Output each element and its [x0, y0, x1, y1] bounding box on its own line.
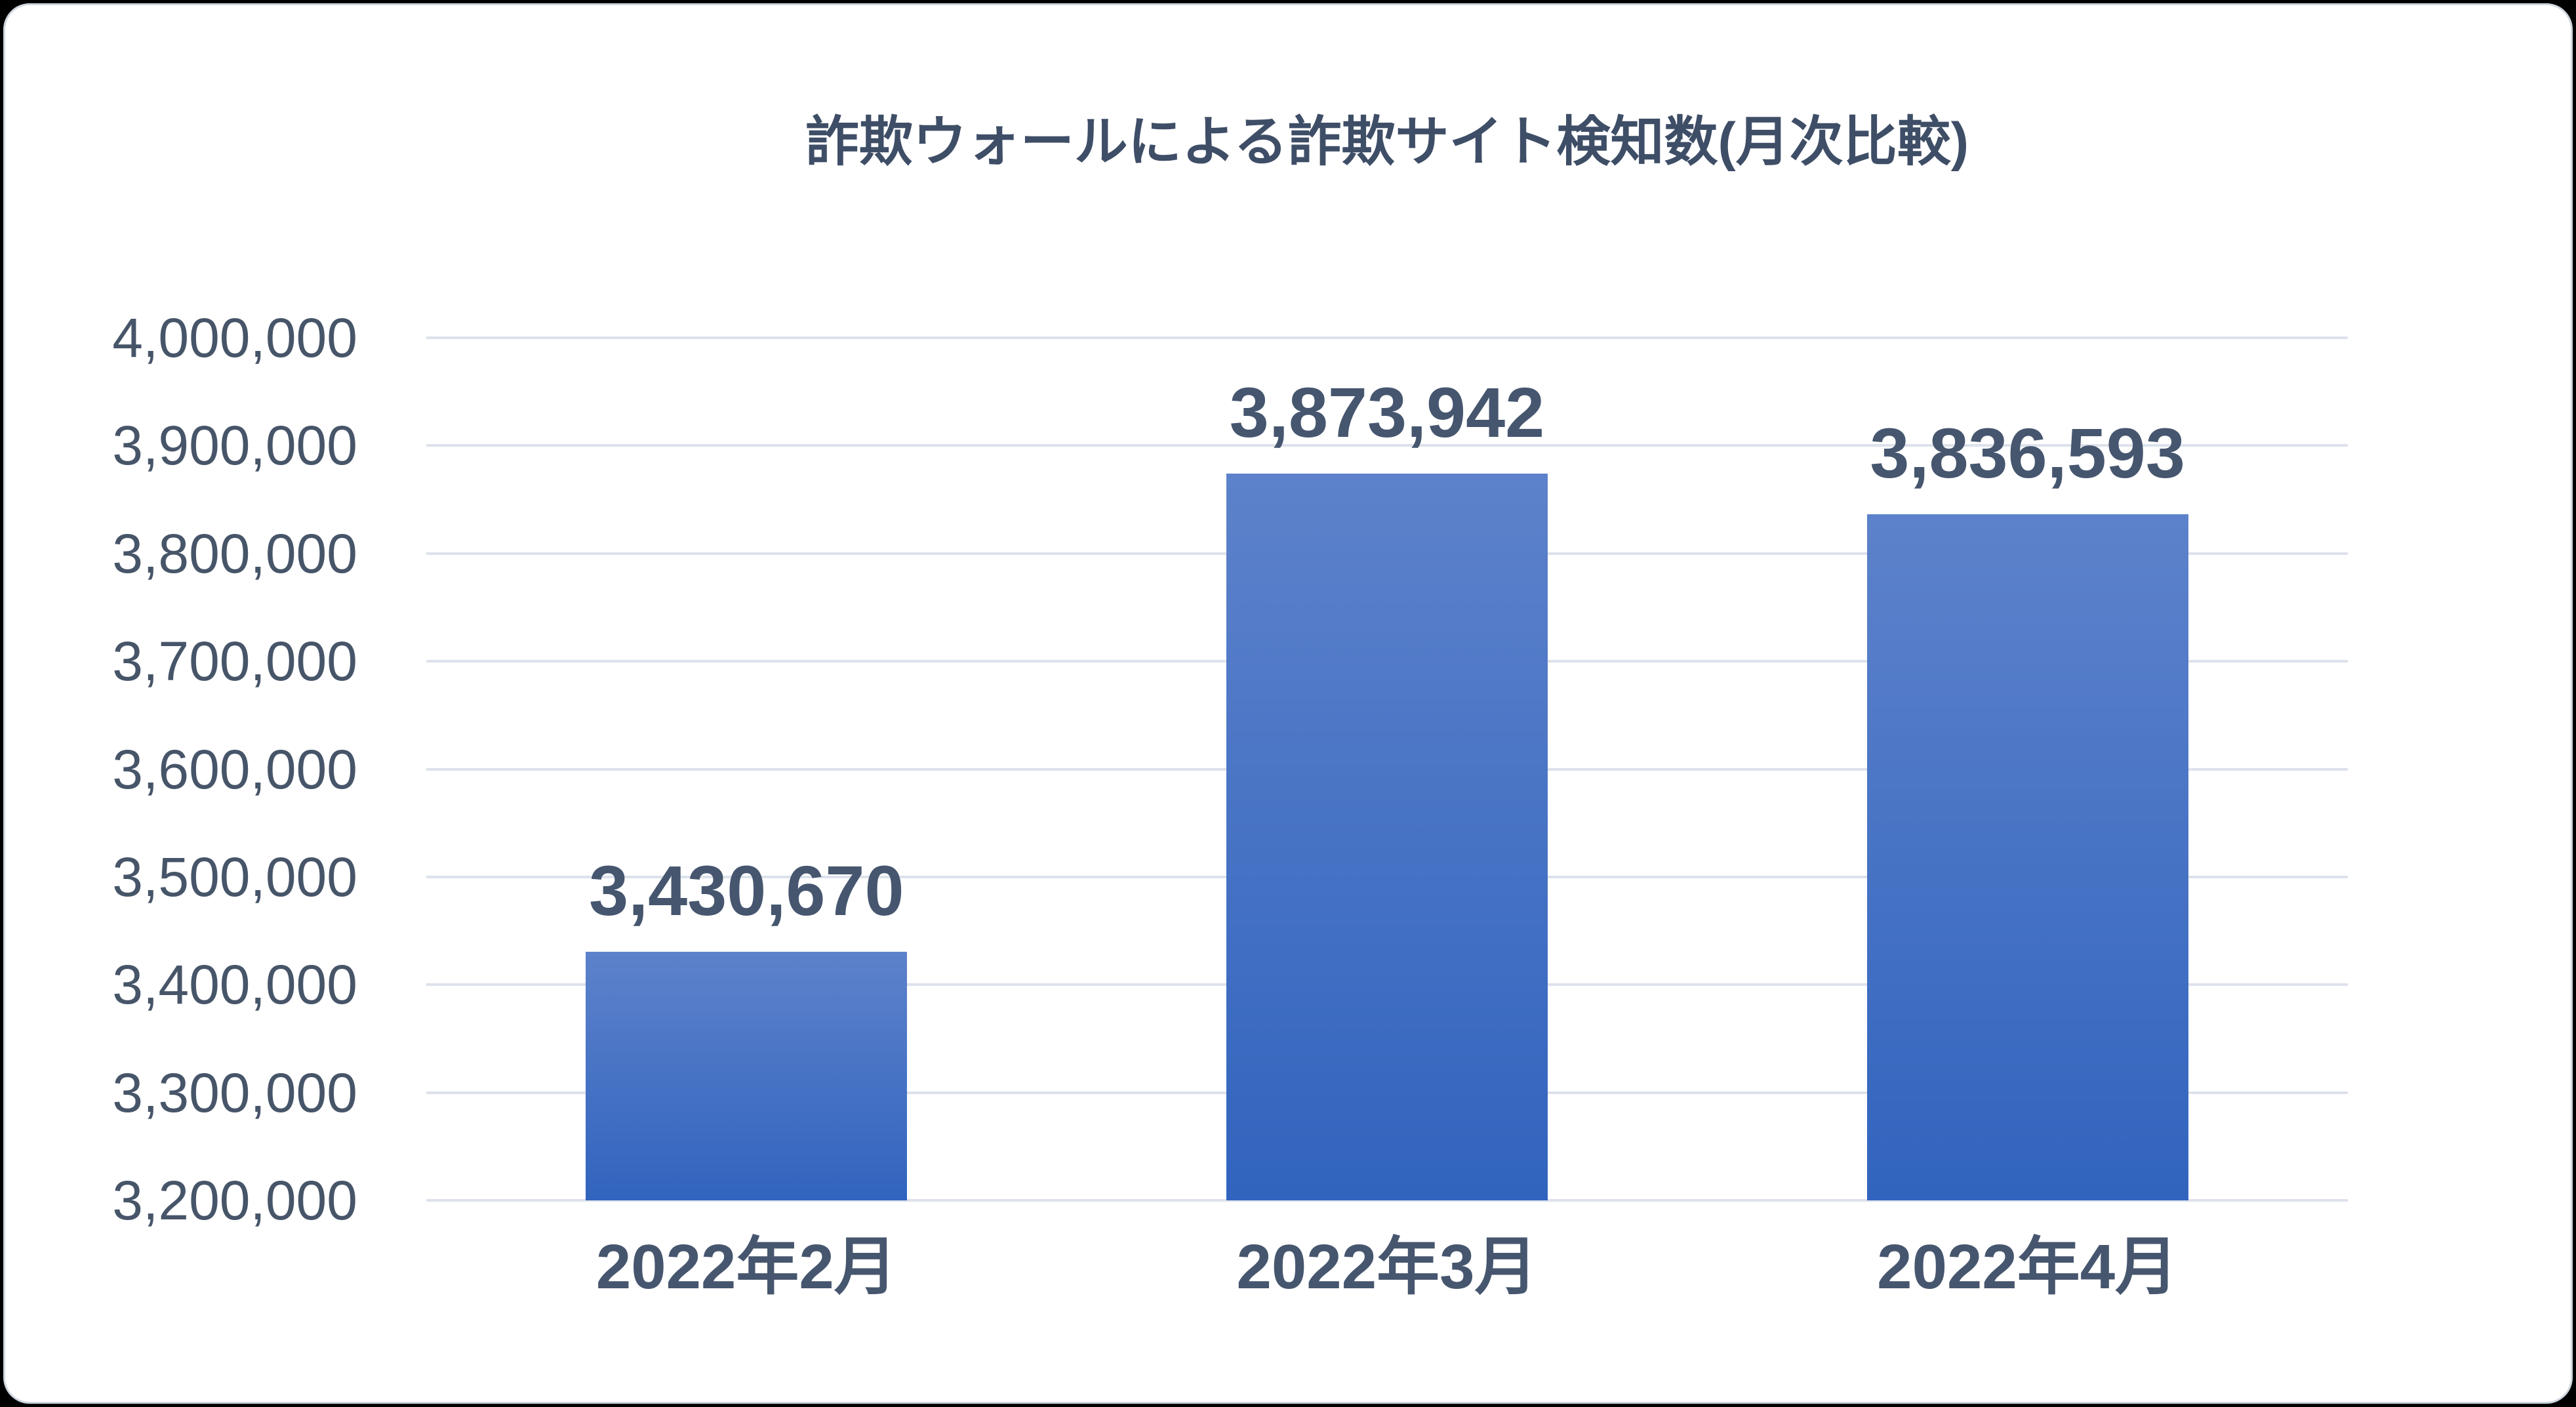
gridline [426, 1199, 2348, 1202]
bar-value-label: 3,873,942 [1229, 373, 1545, 453]
bar [1866, 514, 2188, 1200]
gridline [426, 444, 2348, 447]
x-axis-category-label: 2022年2月 [595, 1232, 897, 1302]
x-axis-category-label: 2022年4月 [1877, 1232, 2179, 1302]
bar [1226, 474, 1548, 1200]
y-axis-tick-label: 4,000,000 [112, 307, 357, 369]
y-axis-tick-label: 3,500,000 [112, 846, 357, 908]
bar-value-label: 3,430,670 [589, 850, 904, 930]
y-axis-tick-label: 3,400,000 [112, 954, 357, 1016]
bar [586, 951, 908, 1200]
y-axis-tick-label: 3,800,000 [112, 522, 357, 584]
bar-value-label: 3,836,593 [1870, 413, 2185, 493]
chart-title: 詐欺ウォールによる詐欺サイト検知数(月次比較) [805, 112, 1969, 172]
y-axis-tick-label: 3,200,000 [112, 1170, 357, 1231]
y-axis-tick-label: 3,300,000 [112, 1061, 357, 1124]
x-axis-category-label: 2022年3月 [1236, 1232, 1538, 1302]
y-axis-tick-label: 3,900,000 [112, 415, 357, 477]
y-axis-tick-label: 3,600,000 [112, 738, 357, 800]
y-axis-tick-label: 3,700,000 [112, 630, 357, 693]
gridline [426, 336, 2348, 339]
